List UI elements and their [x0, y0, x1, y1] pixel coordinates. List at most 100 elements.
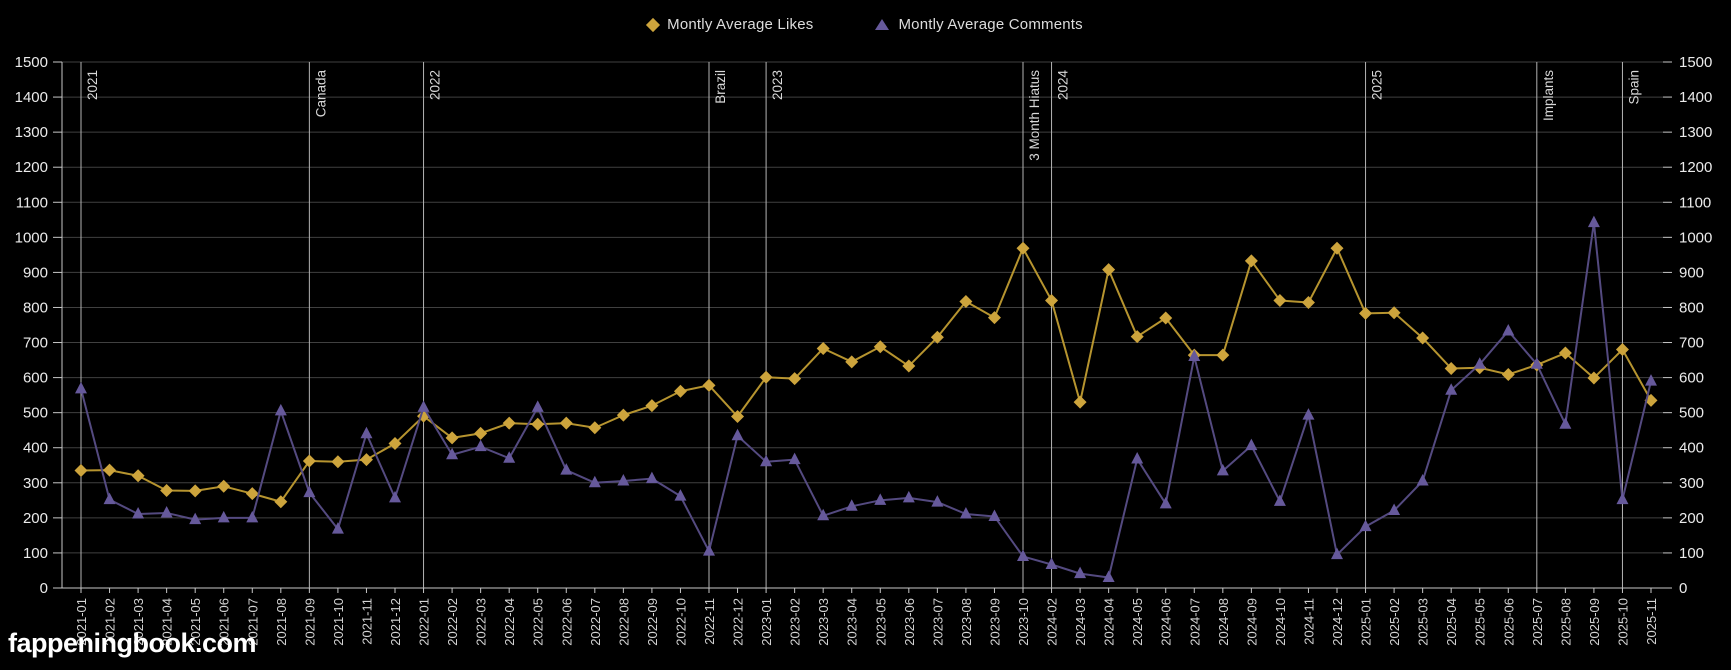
- svg-text:2022-09: 2022-09: [645, 598, 660, 646]
- svg-text:2021-07: 2021-07: [245, 598, 260, 646]
- svg-text:2025-09: 2025-09: [1587, 598, 1602, 646]
- svg-text:2023-08: 2023-08: [959, 598, 974, 646]
- svg-text:300: 300: [23, 475, 48, 492]
- svg-text:800: 800: [1679, 299, 1704, 316]
- svg-text:2025-06: 2025-06: [1501, 598, 1516, 646]
- svg-text:1500: 1500: [15, 54, 48, 71]
- svg-text:Spain: Spain: [1626, 70, 1641, 105]
- watermark: fappeningbook.com: [8, 628, 257, 658]
- svg-text:1500: 1500: [1679, 54, 1712, 71]
- legend-label-likes: Montly Average Likes: [667, 16, 814, 33]
- svg-text:2025-07: 2025-07: [1530, 598, 1545, 646]
- svg-text:1000: 1000: [15, 229, 48, 246]
- svg-text:2024-02: 2024-02: [1045, 598, 1060, 646]
- svg-text:2021-06: 2021-06: [217, 598, 232, 646]
- svg-text:2023-10: 2023-10: [1016, 598, 1031, 646]
- svg-text:Implants: Implants: [1541, 70, 1556, 121]
- svg-text:300: 300: [1679, 475, 1704, 492]
- svg-text:2024-04: 2024-04: [1102, 598, 1117, 646]
- svg-text:2025-10: 2025-10: [1615, 598, 1630, 646]
- svg-text:2023-06: 2023-06: [902, 598, 917, 646]
- svg-text:2021-02: 2021-02: [103, 598, 118, 646]
- svg-text:400: 400: [1679, 440, 1704, 457]
- svg-text:0: 0: [1679, 580, 1687, 597]
- svg-text:Canada: Canada: [313, 70, 328, 118]
- svg-text:2025-08: 2025-08: [1558, 598, 1573, 646]
- svg-text:2025-02: 2025-02: [1387, 598, 1402, 646]
- svg-text:2023-05: 2023-05: [873, 598, 888, 646]
- legend-item-comments[interactable]: Montly Average Comments: [875, 16, 1083, 33]
- svg-text:2024-08: 2024-08: [1216, 598, 1231, 646]
- svg-text:2022-05: 2022-05: [531, 598, 546, 646]
- svg-text:2023-02: 2023-02: [788, 598, 803, 646]
- svg-text:2022-02: 2022-02: [445, 598, 460, 646]
- svg-text:1100: 1100: [1679, 194, 1711, 211]
- svg-text:2022-10: 2022-10: [673, 598, 688, 646]
- svg-text:2021-12: 2021-12: [388, 598, 403, 646]
- svg-text:2023-09: 2023-09: [987, 598, 1002, 646]
- svg-text:2025-03: 2025-03: [1416, 598, 1431, 646]
- svg-text:500: 500: [1679, 405, 1704, 422]
- svg-text:1000: 1000: [1679, 229, 1712, 246]
- svg-text:2025-05: 2025-05: [1473, 598, 1488, 646]
- svg-text:2021-04: 2021-04: [160, 598, 175, 646]
- svg-text:2023-03: 2023-03: [816, 598, 831, 646]
- svg-text:2025-01: 2025-01: [1359, 598, 1374, 646]
- svg-text:1400: 1400: [15, 89, 48, 106]
- svg-text:200: 200: [1679, 510, 1704, 527]
- svg-text:2023-07: 2023-07: [930, 598, 945, 646]
- svg-text:2024-10: 2024-10: [1273, 598, 1288, 646]
- svg-text:0: 0: [40, 580, 48, 597]
- svg-text:2023-01: 2023-01: [759, 598, 774, 646]
- svg-text:2024-09: 2024-09: [1244, 598, 1259, 646]
- svg-text:2022-07: 2022-07: [588, 598, 603, 646]
- svg-text:2021-11: 2021-11: [359, 598, 374, 645]
- svg-text:2024-05: 2024-05: [1130, 598, 1145, 646]
- svg-text:500: 500: [23, 405, 48, 422]
- svg-text:2024-03: 2024-03: [1073, 598, 1088, 646]
- svg-text:800: 800: [23, 299, 48, 316]
- svg-text:2022: 2022: [428, 70, 443, 100]
- chart-legend: Montly Average Likes Montly Average Comm…: [0, 16, 1731, 33]
- svg-text:2025: 2025: [1370, 70, 1385, 100]
- svg-text:2022-03: 2022-03: [474, 598, 489, 646]
- svg-text:400: 400: [23, 440, 48, 457]
- svg-text:3 Month Hiatus: 3 Month Hiatus: [1027, 70, 1042, 161]
- svg-text:100: 100: [1679, 545, 1704, 562]
- svg-text:2024: 2024: [1056, 70, 1071, 101]
- svg-text:2022-12: 2022-12: [731, 598, 746, 646]
- svg-text:2022-06: 2022-06: [559, 598, 574, 646]
- svg-text:2022-01: 2022-01: [417, 598, 432, 646]
- svg-text:600: 600: [23, 370, 48, 387]
- svg-text:100: 100: [23, 545, 48, 562]
- svg-text:2022-08: 2022-08: [616, 598, 631, 646]
- legend-label-comments: Montly Average Comments: [898, 16, 1083, 33]
- svg-text:2023: 2023: [770, 70, 785, 100]
- svg-text:2021-10: 2021-10: [331, 598, 346, 646]
- svg-text:700: 700: [1679, 335, 1704, 352]
- svg-text:700: 700: [23, 335, 48, 352]
- svg-text:600: 600: [1679, 370, 1704, 387]
- svg-text:2021-05: 2021-05: [188, 598, 203, 646]
- svg-text:Brazil: Brazil: [713, 70, 728, 104]
- svg-text:1400: 1400: [1679, 89, 1712, 106]
- svg-text:2025-04: 2025-04: [1444, 598, 1459, 646]
- comments-triangle-icon: [875, 19, 890, 30]
- svg-text:1200: 1200: [1679, 159, 1712, 176]
- svg-text:2021-01: 2021-01: [74, 598, 89, 646]
- svg-text:2025-11: 2025-11: [1644, 598, 1659, 645]
- svg-text:2024-07: 2024-07: [1187, 598, 1202, 646]
- svg-text:2021-09: 2021-09: [302, 598, 317, 646]
- likes-diamond-icon: [646, 17, 661, 32]
- svg-text:2024-12: 2024-12: [1330, 598, 1345, 646]
- svg-text:2022-04: 2022-04: [502, 598, 517, 646]
- svg-text:1300: 1300: [15, 124, 48, 141]
- svg-text:2021-08: 2021-08: [274, 598, 289, 646]
- svg-text:2021: 2021: [85, 70, 100, 100]
- svg-text:2022-11: 2022-11: [702, 598, 717, 645]
- svg-text:2024-06: 2024-06: [1159, 598, 1174, 646]
- svg-text:2023-04: 2023-04: [845, 598, 860, 646]
- legend-item-likes[interactable]: Montly Average Likes: [646, 16, 814, 33]
